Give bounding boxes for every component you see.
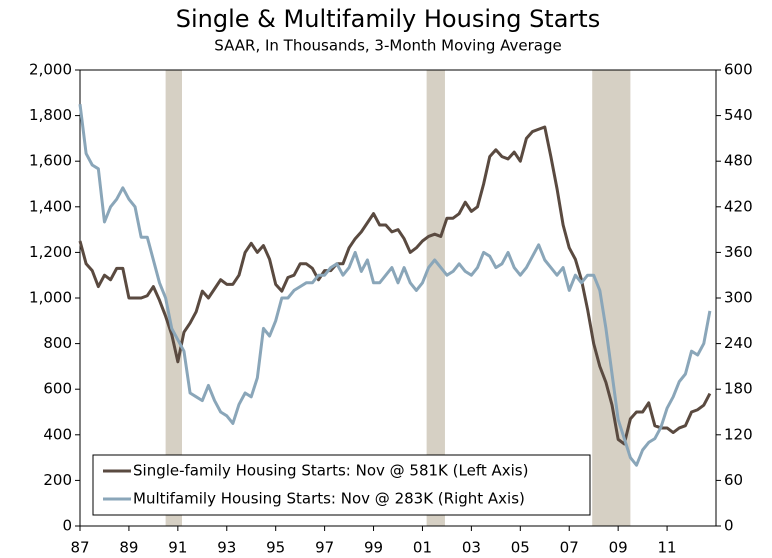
x-tick-label: 87 [70, 539, 89, 557]
chart-subtitle: SAAR, In Thousands, 3-Month Moving Avera… [214, 37, 561, 55]
y2-tick-label: 540 [724, 106, 753, 124]
x-tick-label: 05 [511, 539, 530, 557]
y-tick-label: 2,000 [29, 61, 72, 79]
y2-tick-label: 60 [724, 471, 743, 489]
legend-box [92, 454, 591, 516]
x-tick-label: 89 [119, 539, 138, 557]
y-tick-label: 0 [62, 517, 72, 535]
y-tick-label: 1,600 [29, 152, 72, 170]
x-tick-label: 95 [266, 539, 285, 557]
y2-tick-label: 0 [724, 517, 734, 535]
y2-tick-label: 240 [724, 334, 753, 352]
x-tick-label: 01 [413, 539, 432, 557]
legend-label: Single-family Housing Starts: Nov @ 581K… [133, 462, 528, 480]
recession-band [592, 70, 631, 526]
y2-tick-label: 600 [724, 61, 753, 79]
y-tick-label: 1,800 [29, 106, 72, 124]
y2-tick-label: 480 [724, 152, 753, 170]
recession-band [165, 70, 183, 526]
y-tick-label: 600 [43, 380, 72, 398]
chart-title: Single & Multifamily Housing Starts [176, 5, 600, 33]
y-tick-label: 1,000 [29, 289, 72, 307]
x-tick-label: 09 [609, 539, 628, 557]
y-tick-label: 1,400 [29, 197, 72, 215]
x-tick-label: 11 [658, 539, 677, 557]
x-tick-label: 91 [168, 539, 187, 557]
x-tick-label: 93 [217, 539, 236, 557]
recession-band [426, 70, 445, 526]
y2-tick-label: 300 [724, 289, 753, 307]
x-tick-label: 07 [560, 539, 579, 557]
legend-label: Multifamily Housing Starts: Nov @ 283K (… [133, 490, 525, 508]
y-tick-label: 1,200 [29, 243, 72, 261]
y-tick-label: 200 [43, 471, 72, 489]
y2-tick-label: 180 [724, 380, 753, 398]
series-line [78, 104, 712, 467]
y-tick-label: 400 [43, 425, 72, 443]
series-line [78, 125, 712, 446]
x-tick-label: 97 [315, 539, 334, 557]
y2-tick-label: 360 [724, 243, 753, 261]
x-tick-label: 99 [364, 539, 383, 557]
y2-tick-label: 120 [724, 425, 753, 443]
x-tick-label: 03 [462, 539, 481, 557]
y-tick-label: 800 [43, 334, 72, 352]
y2-tick-label: 420 [724, 197, 753, 215]
